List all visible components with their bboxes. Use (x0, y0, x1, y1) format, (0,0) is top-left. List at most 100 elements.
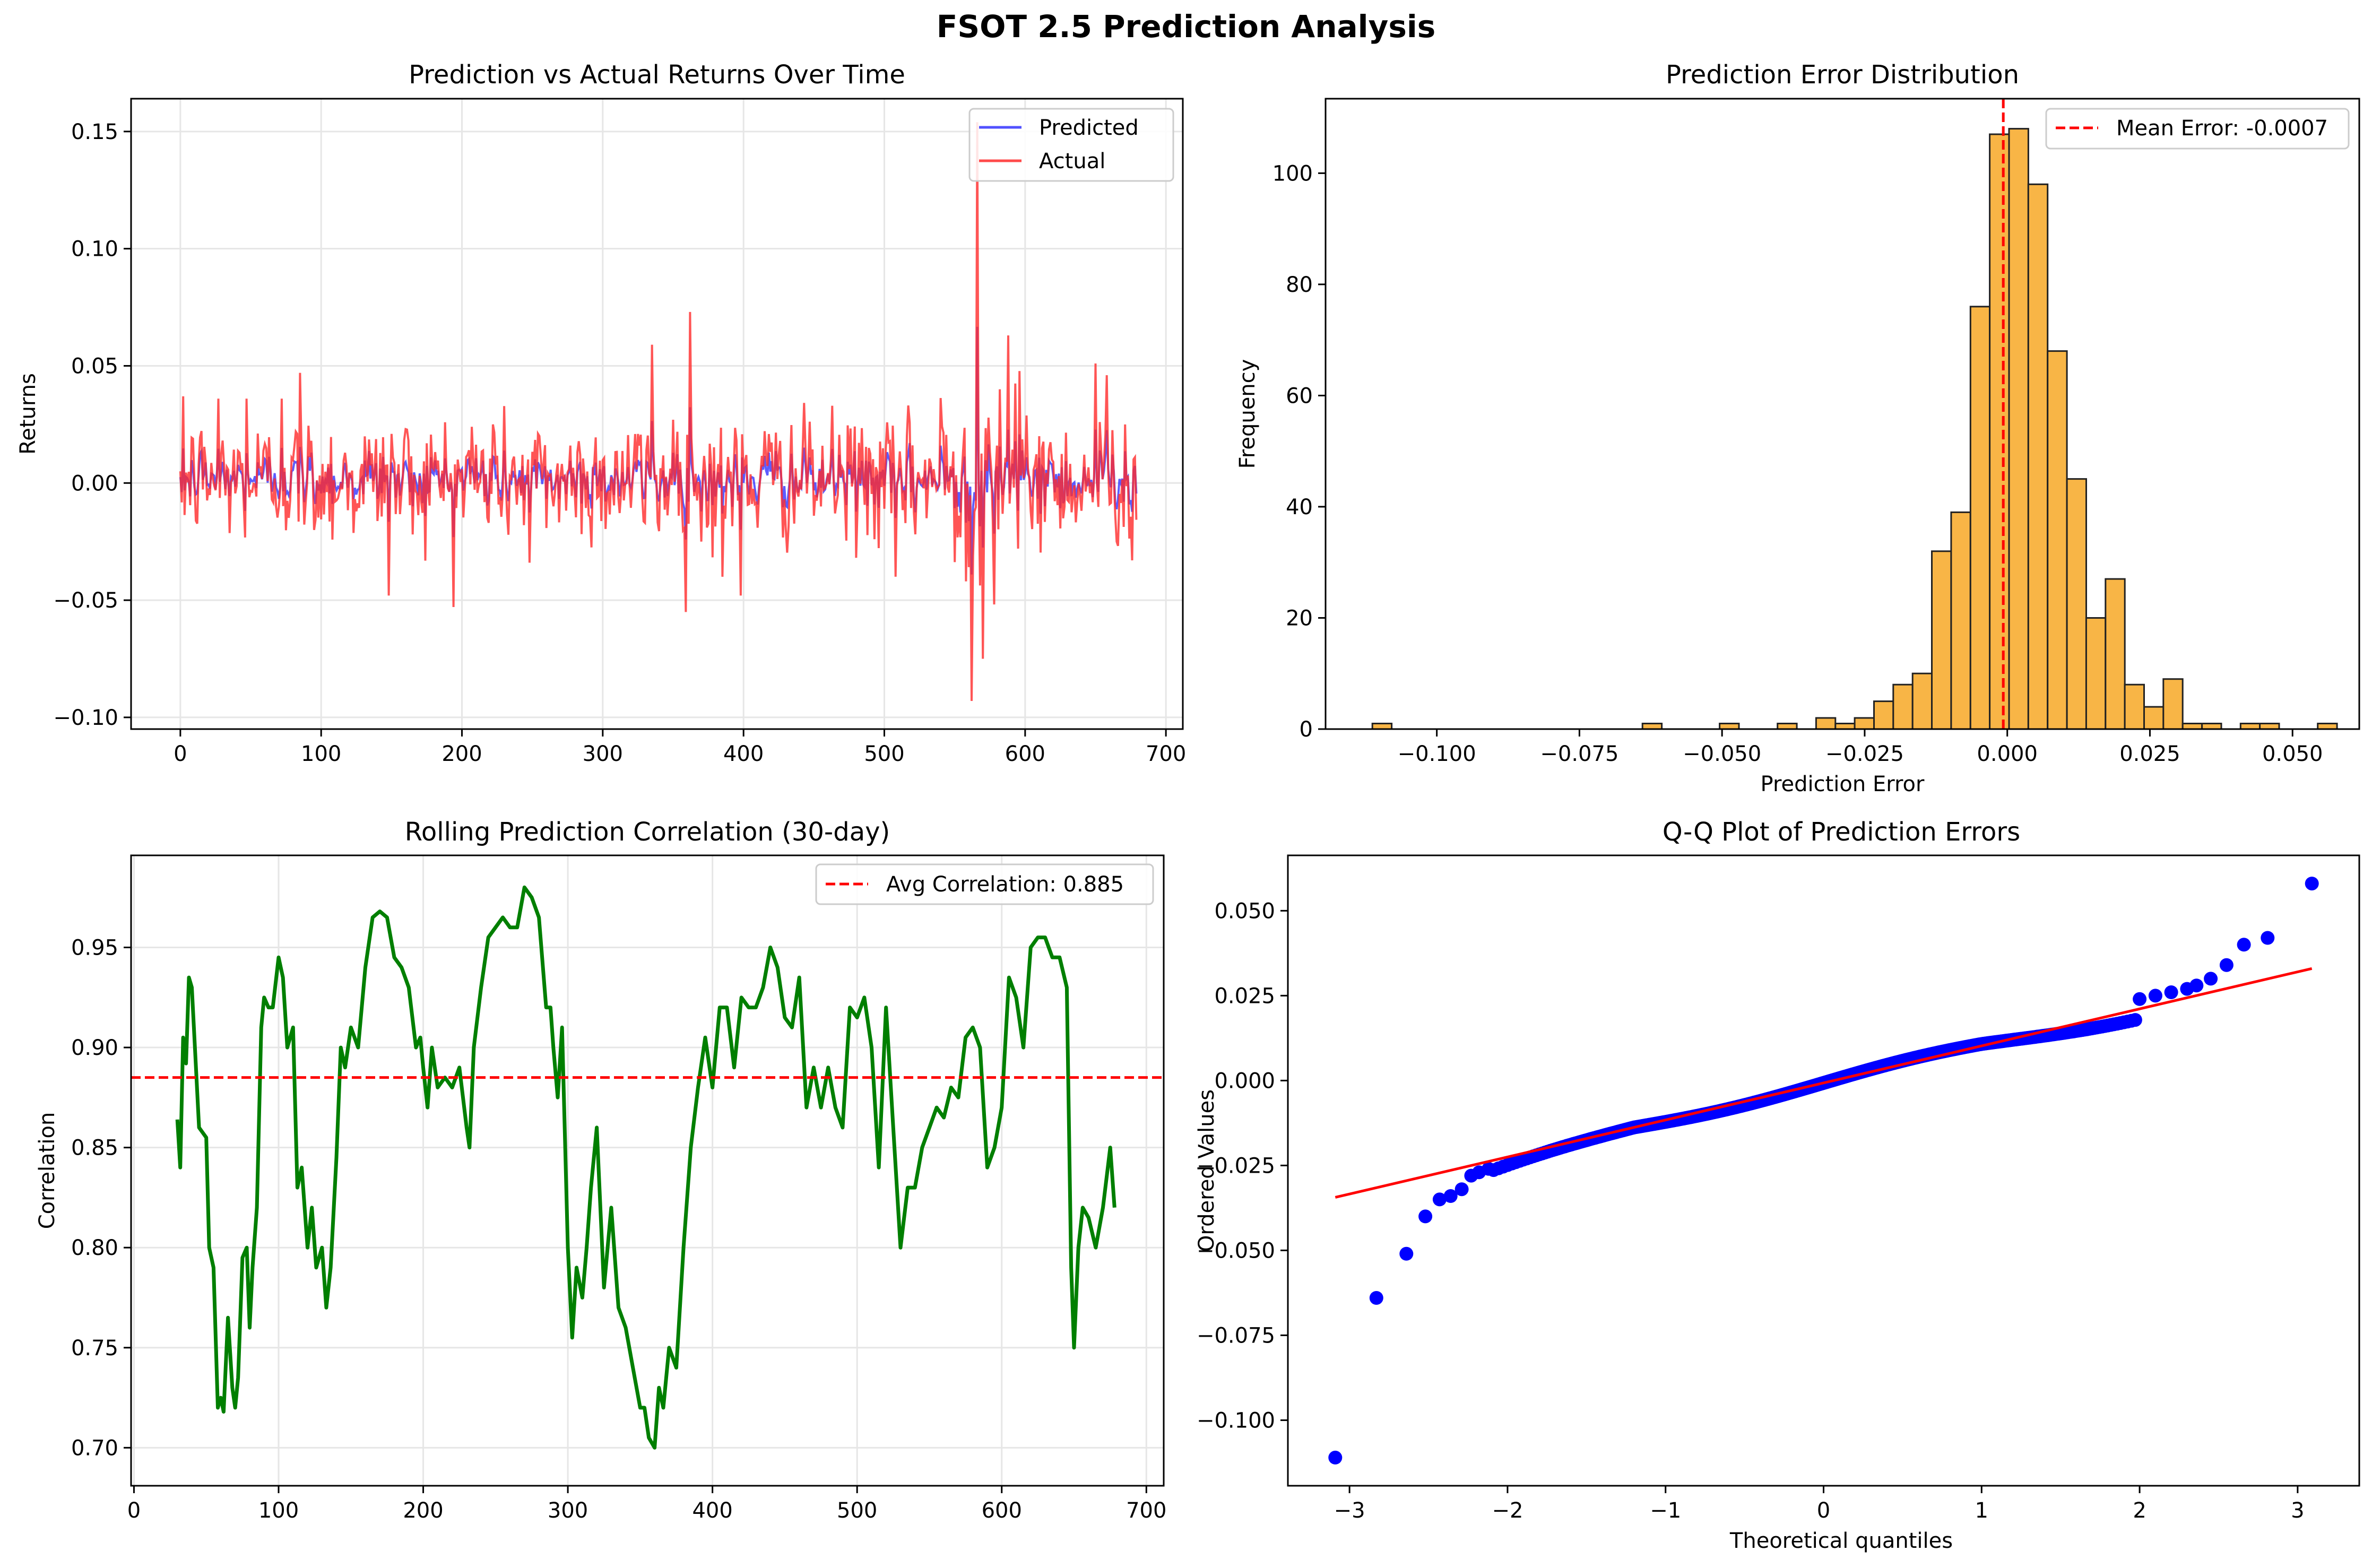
histogram-bar (2085, 617, 2107, 729)
rolling-y-tick-label: 0.85 (71, 1136, 118, 1160)
returns-x-tick-label: 0 (174, 742, 187, 766)
returns-x-tick-label: 400 (723, 742, 764, 766)
histogram-bar (2162, 678, 2184, 729)
returns-ticks: 0 100 200 300 400 500 600 700 −0.10 −0.05 0.00 0.05… (53, 120, 1186, 766)
qq-point (1443, 1189, 1458, 1203)
histogram-bar (1969, 306, 1991, 729)
histogram-x-tick-label: 0.025 (2119, 742, 2180, 766)
returns-y-axis-label: Returns (16, 373, 40, 455)
qq-y-tick-label: −0.075 (1197, 1323, 1275, 1348)
returns-axes-frame (130, 98, 1184, 730)
legend-avg-correlation-label: Avg Correlation: 0.885 (886, 872, 1124, 897)
histogram-bar (1854, 717, 1875, 729)
rolling-y-axis-label: Correlation (35, 1112, 59, 1229)
qq-x-tick-label: 3 (2291, 1498, 2304, 1523)
rolling-axes-frame (130, 854, 1165, 1487)
histogram-x-tick-label: −0.100 (1398, 742, 1476, 766)
histogram-bar (2066, 478, 2088, 729)
returns-y-tick-label: −0.05 (53, 588, 118, 613)
qq-point (2164, 985, 2178, 999)
histogram-plot-area (1371, 99, 2338, 729)
rolling-y-tick-label: 0.80 (71, 1236, 118, 1260)
qq-point (1455, 1182, 1469, 1197)
returns-x-tick-label: 600 (1005, 742, 1045, 766)
histogram-x-tick-label: −0.025 (1825, 742, 1904, 766)
returns-x-tick-label: 200 (441, 742, 482, 766)
rolling-legend: Avg Correlation: 0.885 (815, 863, 1154, 905)
returns-y-tick-label: 0.00 (71, 471, 118, 496)
qq-points (1328, 877, 2319, 1465)
rolling-plot-area (131, 885, 1164, 1450)
qq-point (2237, 938, 2251, 952)
qq-x-tick-label: −2 (1492, 1498, 1523, 1523)
histogram-bar (1892, 683, 1914, 729)
rolling-correlation-line (175, 885, 1116, 1450)
returns-y-tick-label: 0.10 (71, 237, 118, 262)
returns-x-tick-label: 100 (301, 742, 341, 766)
histogram-x-tick-label: 0.000 (1977, 742, 2038, 766)
qq-chart-title: Q-Q Plot of Prediction Errors (1663, 817, 2020, 847)
rolling-x-tick-label: 700 (1126, 1498, 1166, 1523)
histogram-bar (2259, 723, 2280, 729)
rolling-x-tick-label: 300 (548, 1498, 588, 1523)
returns-x-tick-label: 300 (583, 742, 623, 766)
histogram-bar (1641, 723, 1663, 729)
qq-point (2204, 972, 2218, 986)
returns-y-tick-label: 0.15 (71, 120, 118, 144)
qq-point (1432, 1192, 1447, 1207)
histogram-bar (2027, 183, 2049, 729)
rolling-grid (131, 855, 1164, 1486)
qq-point (2133, 992, 2147, 1006)
qq-y-tick-label: 0.000 (1214, 1069, 1275, 1093)
histogram-chart-title: Prediction Error Distribution (1666, 60, 2019, 90)
legend-predicted-label: Predicted (1039, 116, 1139, 140)
histogram-bar (2047, 350, 2068, 729)
histogram-axes-frame (1324, 98, 2360, 730)
histogram-bar (1950, 511, 1971, 729)
histogram-bar (2201, 723, 2222, 729)
histogram-x-tick-label: 0.050 (2262, 742, 2323, 766)
qq-y-axis-label: Ordered Values (1194, 1089, 1219, 1252)
rolling-x-tick-label: 100 (258, 1498, 299, 1523)
figure-title: FSOT 2.5 Prediction Analysis (937, 8, 1436, 45)
rolling-x-tick-label: 500 (837, 1498, 877, 1523)
rolling-ticks: 0 100 200 300 400 500 600 700 0.70 0.75 0.80 0.85 0.… (71, 935, 1167, 1523)
returns-legend: Predicted Actual (968, 108, 1174, 182)
histogram-bar (1931, 550, 1952, 729)
histogram-bar (2239, 723, 2261, 729)
histogram-bar (1834, 723, 1856, 729)
panel-error-histogram: Prediction Error Distribution −0.100 −0.0… (1235, 60, 2360, 796)
histogram-bar (1873, 700, 1894, 729)
returns-plot-area (179, 122, 1138, 701)
histogram-legend: Mean Error: -0.0007 (2045, 108, 2350, 150)
histogram-bar (2181, 723, 2203, 729)
rolling-x-tick-label: 0 (127, 1498, 141, 1523)
qq-point (1328, 1450, 1343, 1465)
actual-series-line (179, 122, 1138, 701)
returns-grid (131, 99, 1183, 729)
histogram-y-tick-label: 80 (1286, 273, 1313, 297)
rolling-y-tick-label: 0.75 (71, 1336, 118, 1361)
qq-point (1418, 1209, 1433, 1224)
panel-rolling-correlation: Rolling Prediction Correlation (30-day) … (35, 817, 1166, 1523)
returns-x-tick-label: 500 (864, 742, 904, 766)
qq-point (2128, 1013, 2142, 1027)
qq-point (2305, 877, 2319, 891)
returns-y-tick-label: −0.10 (53, 706, 118, 730)
histogram-x-axis-label: Prediction Error (1761, 772, 1925, 796)
qq-x-tick-label: 1 (1975, 1498, 1988, 1523)
histogram-bar (1719, 723, 1740, 729)
qq-point (2261, 931, 2275, 945)
histogram-y-tick-label: 60 (1286, 384, 1313, 408)
rolling-y-tick-label: 0.70 (71, 1436, 118, 1460)
histogram-y-tick-label: 20 (1286, 606, 1313, 630)
rolling-x-tick-label: 400 (692, 1498, 732, 1523)
histogram-bar (1371, 723, 1393, 729)
qq-ticks: −3 −2 −1 0 1 2 3 −0.100 −0.075 −0.050 −0.025 0.000 0… (1197, 899, 2305, 1523)
returns-x-tick-label: 700 (1146, 742, 1186, 766)
returns-y-tick-label: 0.05 (71, 354, 118, 378)
histogram-bar (2317, 723, 2338, 729)
qq-x-tick-label: −1 (1650, 1498, 1681, 1523)
histogram-x-tick-label: −0.075 (1540, 742, 1618, 766)
